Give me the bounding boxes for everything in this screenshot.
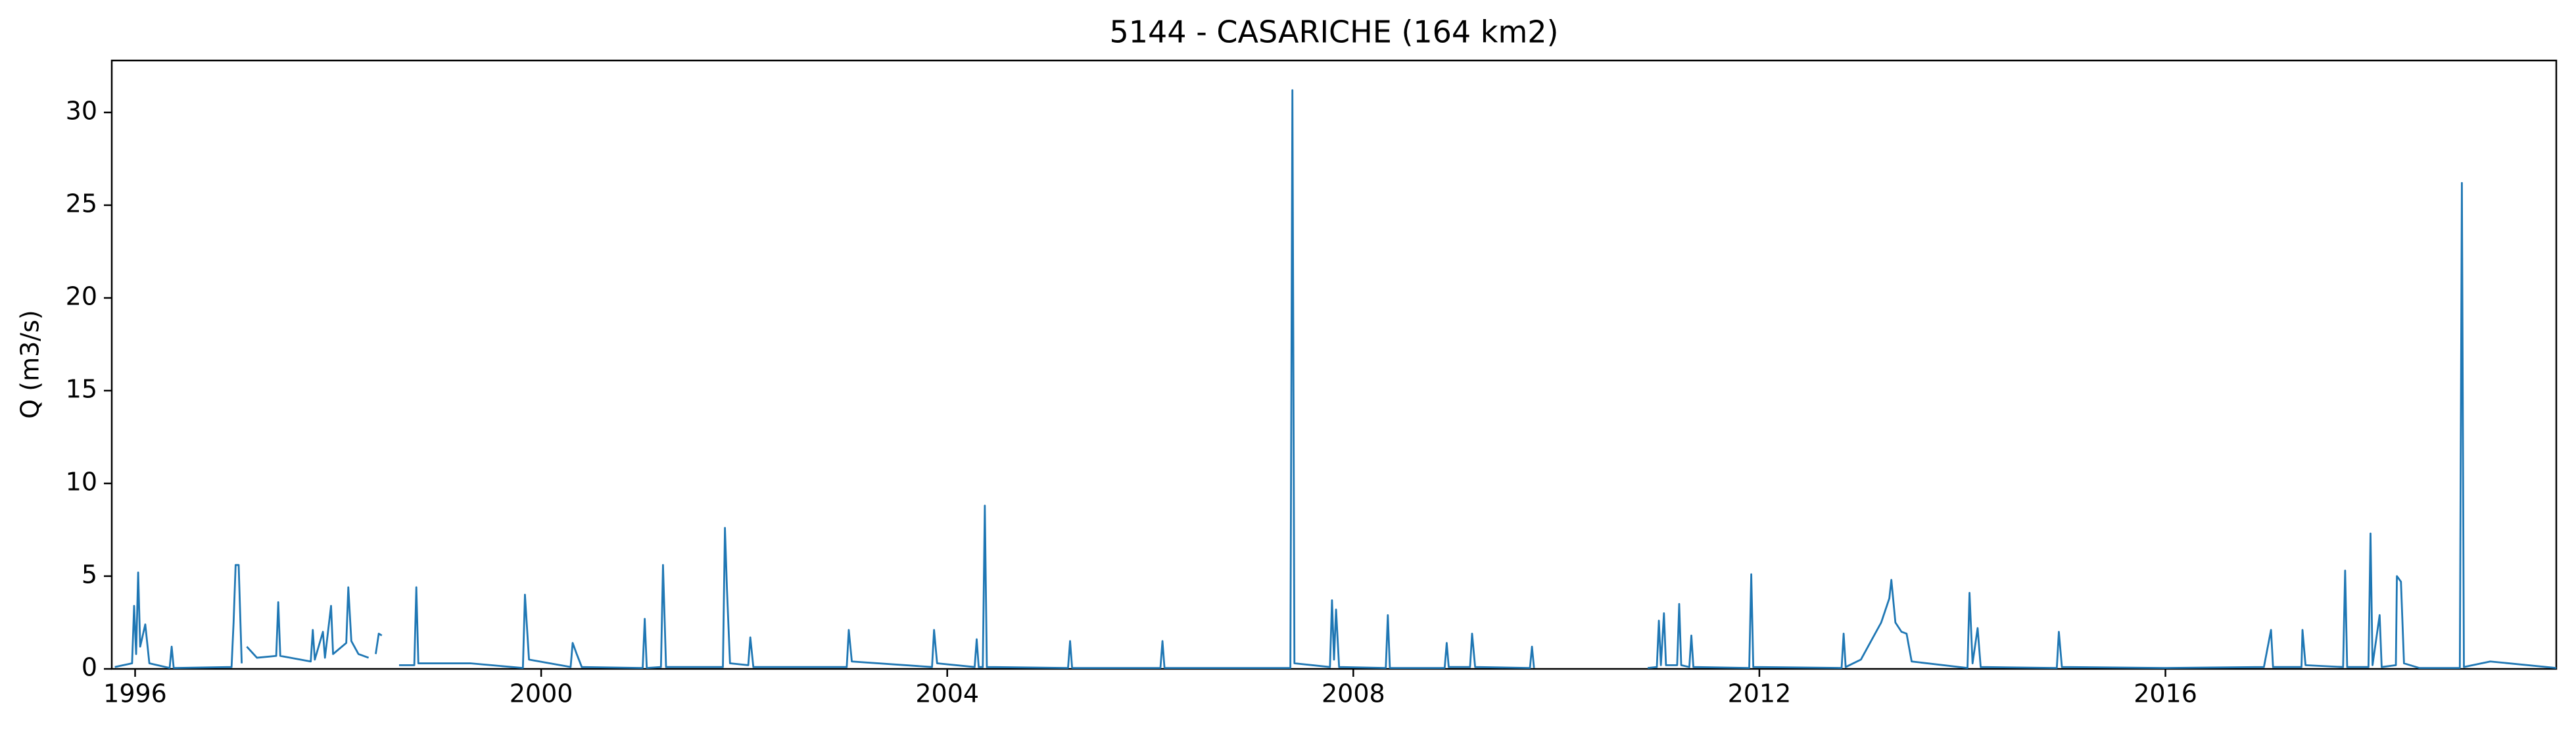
x-tick-label: 2000 bbox=[510, 679, 573, 708]
chart-title: 5144 - CASARICHE (164 km2) bbox=[1110, 14, 1559, 50]
y-axis-label: Q (m3/s) bbox=[16, 310, 45, 418]
y-tick-label: 30 bbox=[66, 96, 97, 125]
y-tick-label: 0 bbox=[82, 653, 97, 682]
x-tick-label: 2008 bbox=[1322, 679, 1385, 708]
y-tick-label: 5 bbox=[82, 560, 97, 589]
x-tick-label: 2004 bbox=[915, 679, 979, 708]
y-tick-label: 25 bbox=[66, 189, 97, 218]
y-tick-label: 15 bbox=[66, 374, 97, 403]
y-tick-label: 20 bbox=[66, 281, 97, 310]
x-tick-label: 2016 bbox=[2134, 679, 2197, 708]
x-tick-label: 1996 bbox=[103, 679, 167, 708]
data-line bbox=[114, 89, 2557, 669]
plot-frame bbox=[110, 59, 2558, 670]
y-tick-label: 10 bbox=[66, 467, 97, 496]
x-tick-label: 2012 bbox=[1728, 679, 1792, 708]
